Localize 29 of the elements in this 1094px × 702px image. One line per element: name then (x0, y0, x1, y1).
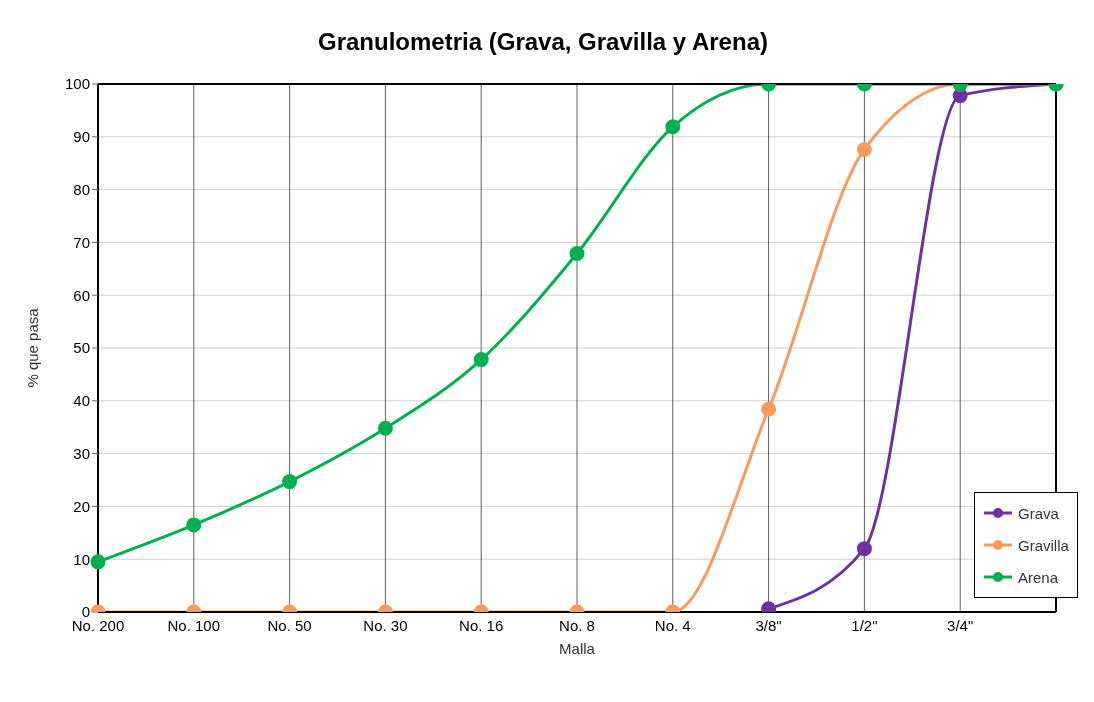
y-tick-label: 40 (73, 392, 90, 410)
x-tick-label: 3/8" (755, 616, 782, 634)
legend-label: Arena (1018, 568, 1059, 586)
x-tick-label: No. 4 (654, 616, 691, 634)
x-tick-label: 1/2" (851, 616, 878, 634)
y-tick-label: 30 (73, 444, 90, 462)
x-tick-label: 3/4" (947, 616, 974, 634)
point (761, 401, 777, 417)
point (473, 352, 489, 368)
x-tick-label: No. 8 (559, 616, 595, 634)
y-tick-label: 10 (73, 550, 90, 568)
x-tick-label: No. 100 (167, 616, 221, 634)
chart-title: Granulometria (Grava, Gravilla y Arena) (317, 27, 769, 57)
y-tick-label: 60 (73, 286, 90, 304)
y-tick-label: 80 (73, 180, 90, 198)
y-tick-label: 100 (64, 75, 90, 93)
legend-label: Grava (1018, 504, 1059, 522)
y-tick-label: 20 (73, 497, 90, 515)
x-axis-title: Malla (559, 640, 596, 657)
y-tick-label: 50 (73, 339, 90, 357)
legend-label: Gravilla (1018, 536, 1069, 554)
y-axis-title: % que pasa (24, 307, 42, 388)
x-tick-label: No. 30 (363, 616, 408, 634)
y-tick-label: 90 (73, 128, 90, 146)
x-tick-label: No. 16 (459, 616, 504, 634)
point (377, 420, 393, 436)
x-tick-label: No. 50 (267, 616, 312, 634)
y-tick-label: 70 (73, 233, 90, 251)
point (569, 245, 585, 261)
